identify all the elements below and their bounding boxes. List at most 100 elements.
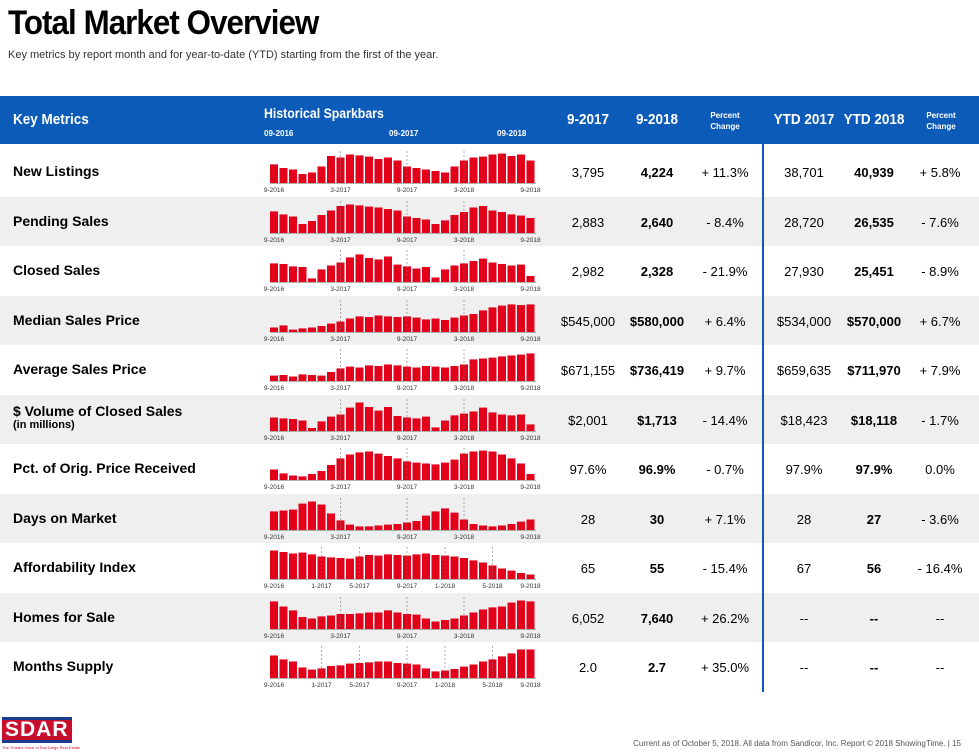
sparkbar bbox=[526, 217, 535, 233]
table-row: $ Volume of Closed Sales (in millions) $2,… bbox=[0, 394, 979, 444]
sparkbar-axis-label: 3-2017 bbox=[330, 187, 351, 194]
sparkbar bbox=[317, 214, 326, 233]
sparkbar-chart: 9-2016 1-2017 5-2017 9-2017 1-2018 5-2018 9-20… bbox=[264, 646, 541, 689]
sparkbar bbox=[431, 464, 440, 480]
sparkbar bbox=[441, 462, 449, 480]
sparkbar bbox=[488, 262, 497, 282]
sparkbar bbox=[317, 375, 326, 381]
value-9-2017: 65 bbox=[580, 561, 596, 576]
sparkbar bbox=[336, 665, 345, 678]
sparkbar bbox=[450, 166, 459, 183]
sparkbar bbox=[317, 325, 326, 332]
sparkbar bbox=[327, 372, 335, 381]
sparkbar bbox=[365, 555, 373, 579]
sparkbar-axis-label: 9-2017 bbox=[397, 385, 418, 392]
sparkbar bbox=[346, 204, 354, 233]
sparkbar bbox=[393, 523, 402, 530]
sparkbar bbox=[384, 456, 392, 480]
sparkbar bbox=[441, 619, 449, 629]
sparkbar-axis-label: 5-2017 bbox=[349, 583, 370, 590]
sparkbar-axis-label: 9-2018 bbox=[520, 484, 541, 491]
metric-label: New Listings bbox=[13, 163, 99, 179]
sparkbar bbox=[317, 166, 326, 183]
table-row: Days on Market 28 30 + 7.1% 28 27 - 3.6% 9-2016… bbox=[0, 493, 979, 543]
sparkbar bbox=[422, 169, 430, 183]
sparkbar-axis-label: 5-2018 bbox=[482, 682, 503, 689]
sparkbar-chart: 9-2016 3-2017 9-2017 3-2018 9-2018 bbox=[264, 250, 541, 293]
sparkbar-axis-label: 9-2017 bbox=[397, 237, 418, 244]
sparkbar-axis-label: 3-2018 bbox=[454, 385, 475, 392]
sparkbar bbox=[422, 463, 430, 480]
metric-label: $ Volume of Closed Sales (in millions) bbox=[13, 403, 182, 431]
header-mark-end: 09-2018 bbox=[497, 129, 527, 138]
sparkbar bbox=[374, 315, 383, 332]
metric-label: Affordability Index bbox=[13, 559, 136, 575]
sdar-logo: SDAR The Trusted Voice of San Diego Real… bbox=[2, 717, 80, 750]
sparkbar bbox=[365, 662, 373, 678]
sparkbar bbox=[422, 553, 430, 579]
sparkbar bbox=[469, 207, 478, 233]
value-ytd-2017: 28,720 bbox=[784, 214, 824, 230]
sparkbar-axis-label: 9-2016 bbox=[264, 534, 285, 541]
sparkbar bbox=[498, 568, 506, 579]
sparkbar bbox=[298, 503, 307, 530]
sparkbar bbox=[327, 666, 335, 678]
sparkbar bbox=[384, 524, 392, 530]
sparkbar bbox=[450, 459, 459, 480]
sparkbar bbox=[412, 317, 421, 332]
sparkbar bbox=[431, 510, 440, 530]
sparkbar bbox=[479, 562, 487, 579]
sparkbar bbox=[279, 417, 288, 431]
sparkbar bbox=[412, 268, 421, 282]
sparkbar bbox=[469, 411, 478, 431]
sparkbar-chart: 9-2016 3-2017 9-2017 3-2018 9-2018 bbox=[264, 448, 541, 491]
sparkbar bbox=[422, 219, 430, 233]
sparkbar bbox=[526, 276, 535, 282]
sparkbar bbox=[422, 515, 430, 530]
sparkbar bbox=[393, 160, 402, 183]
header-percent-change-1: Percent Change bbox=[695, 110, 755, 132]
sparkbar-axis-label: 9-2016 bbox=[264, 237, 285, 244]
sparkbar bbox=[450, 414, 459, 431]
sparkbar bbox=[365, 206, 373, 233]
sparkbar-axis-label: 9-2018 bbox=[520, 534, 541, 541]
sparkbar bbox=[507, 265, 516, 282]
sparkbar bbox=[450, 512, 459, 530]
sparkbar-axis-label: 3-2018 bbox=[454, 336, 475, 343]
sparkbar bbox=[488, 154, 497, 183]
sparkbar bbox=[507, 156, 516, 183]
sparkbar bbox=[270, 469, 278, 480]
header-mark-mid: 09-2017 bbox=[389, 129, 419, 138]
value-9-2018: 2.7 bbox=[647, 660, 667, 675]
sparkbar bbox=[336, 205, 345, 233]
sparkbar-axis-label: 1-2018 bbox=[435, 583, 456, 590]
sparkbar bbox=[488, 525, 497, 530]
value-9-2017: $545,000 bbox=[560, 313, 616, 329]
table-header: Key Metrics Historical Sparkbars 09-2016… bbox=[0, 96, 979, 144]
sparkbar bbox=[450, 366, 459, 381]
value-9-2018: 2,640 bbox=[640, 214, 674, 230]
value-ytd-2017: -- bbox=[799, 610, 809, 626]
sparkbar bbox=[336, 414, 345, 431]
value-9-2018: 55 bbox=[649, 561, 665, 576]
header-col-9-2017: 9-2017 bbox=[566, 111, 610, 128]
sparkbar bbox=[327, 557, 335, 579]
value-9-2018: 96.9% bbox=[638, 462, 676, 477]
sparkbar bbox=[289, 475, 297, 480]
sparkbar bbox=[431, 426, 440, 431]
sparkbar-axis-label: 3-2017 bbox=[330, 534, 351, 541]
sparkbar bbox=[374, 555, 383, 579]
value-ytd-2018: 27 bbox=[866, 511, 882, 527]
sparkbar bbox=[441, 219, 449, 233]
sparkbar-axis-label: 9-2016 bbox=[264, 682, 285, 689]
sparkbar-axis-label: 1-2017 bbox=[311, 583, 332, 590]
metric-label: Pending Sales bbox=[13, 213, 109, 229]
sparkbar bbox=[460, 315, 468, 332]
sparkbar bbox=[469, 451, 478, 480]
sparkbar bbox=[346, 366, 354, 381]
sparkbar bbox=[384, 609, 392, 629]
value-ytd-2018: $570,000 bbox=[846, 313, 902, 329]
percent-change-month: + 9.7% bbox=[704, 363, 746, 378]
sparkbar bbox=[365, 406, 373, 431]
sparkbar bbox=[336, 262, 345, 282]
